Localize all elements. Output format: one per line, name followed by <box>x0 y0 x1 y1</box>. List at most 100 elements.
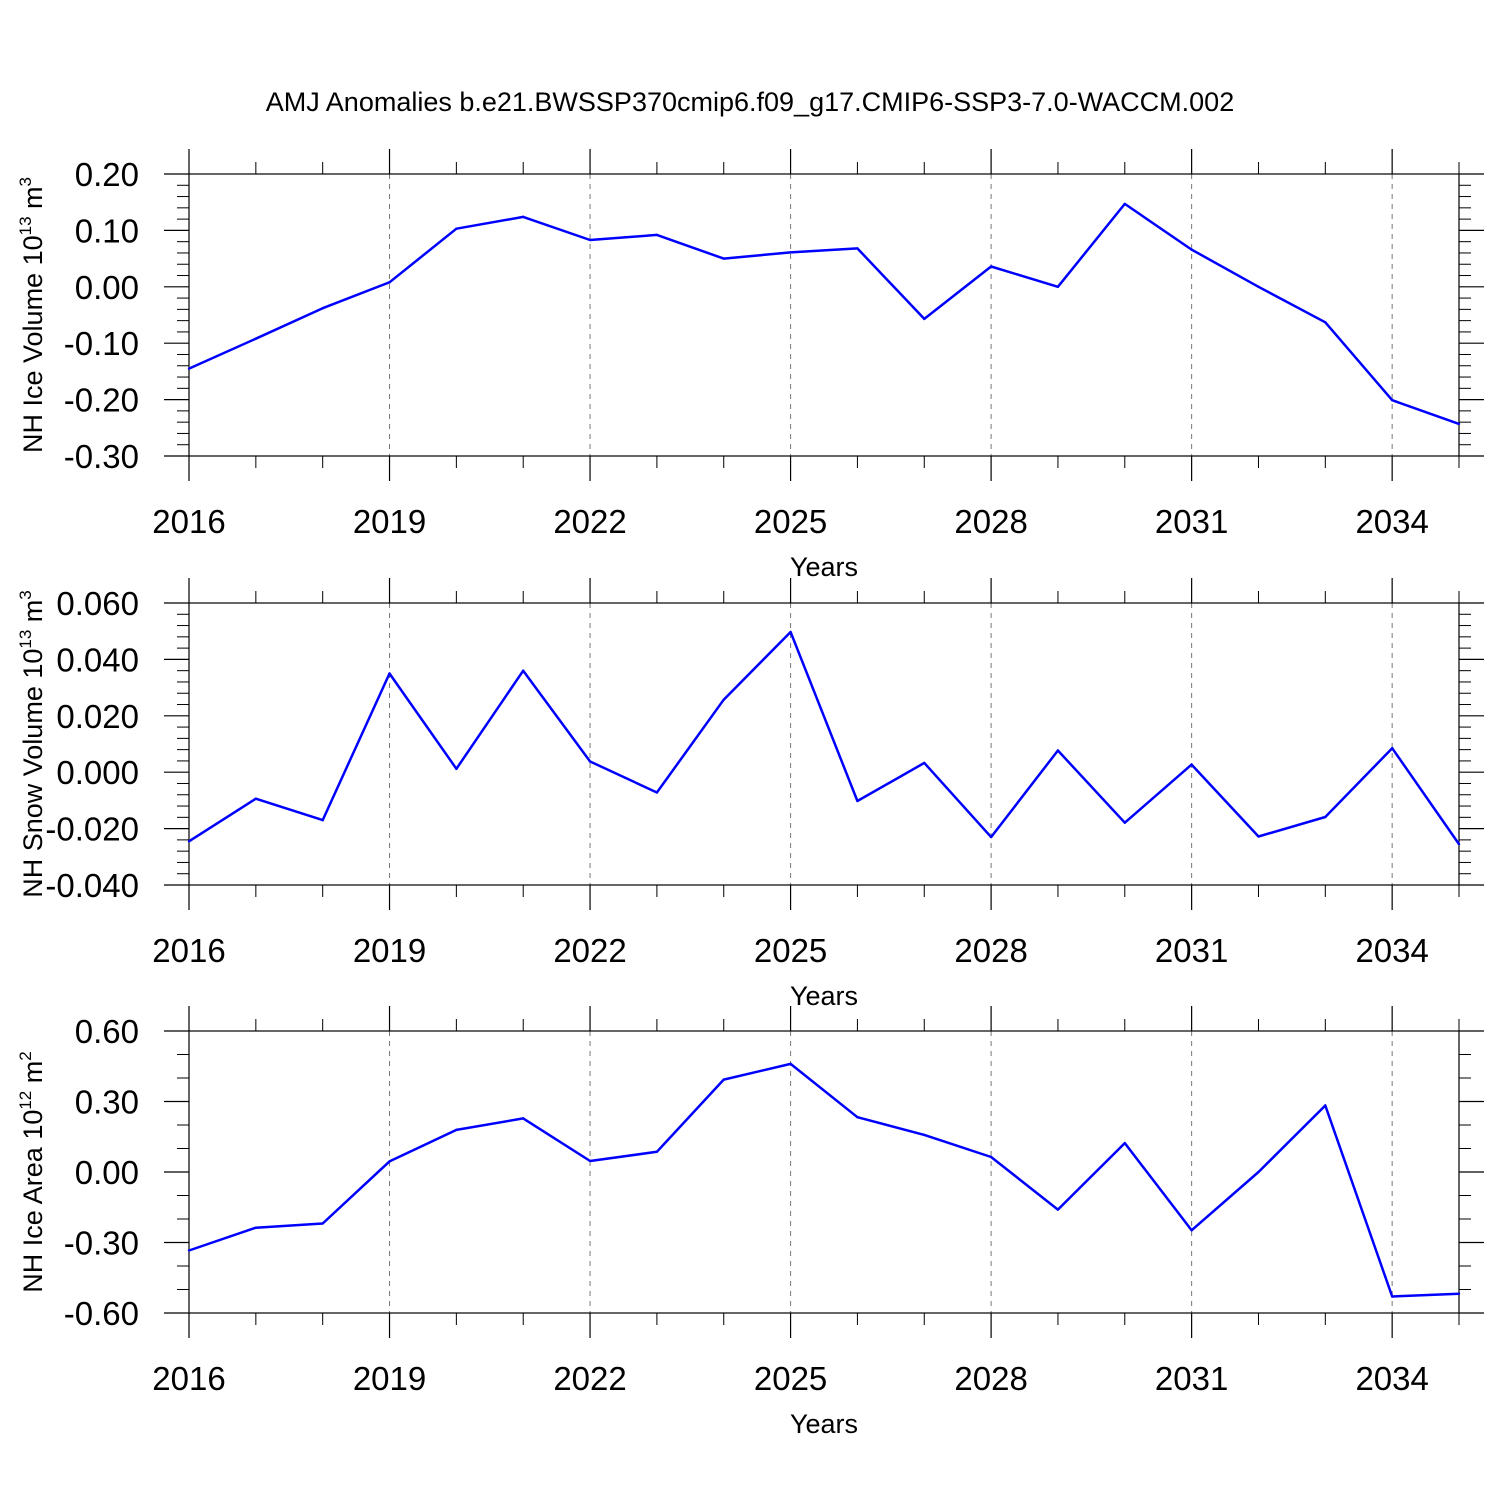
y-tick-label: -0.020 <box>45 811 139 848</box>
data-point <box>1056 749 1060 752</box>
series-line <box>188 202 1460 426</box>
y-axis-title-prefix: NH Ice Volume 10 <box>18 235 48 453</box>
x-tick-label: 2028 <box>954 1360 1027 1397</box>
x-tick-label: 2025 <box>754 503 827 540</box>
data-point <box>254 1226 258 1229</box>
y-tick-label: -0.040 <box>45 867 139 904</box>
y-axis-title: NH Ice Area 1012 m2 <box>16 1051 48 1292</box>
y-tick-label: -0.20 <box>64 382 139 419</box>
y-axis-title-unit-exponent: 2 <box>16 1051 35 1060</box>
y-axis-title-unit-exponent: 3 <box>16 177 35 186</box>
data-point <box>1123 202 1126 206</box>
data-point <box>923 317 926 321</box>
data-point <box>388 672 391 675</box>
y-tick-label: 0.060 <box>56 585 139 622</box>
data-point <box>1123 1141 1126 1145</box>
x-axis-title: Years <box>790 552 858 582</box>
x-tick-label: 2019 <box>353 1360 426 1397</box>
x-tick-label: 2031 <box>1155 1360 1228 1397</box>
data-point <box>388 281 391 284</box>
x-tick-label: 2028 <box>954 503 1027 540</box>
data-point <box>722 1078 725 1081</box>
data-point <box>789 1062 792 1066</box>
y-axis-title: NH Snow Volume 1013 m3 <box>16 590 48 898</box>
x-tick-label: 2025 <box>754 932 827 969</box>
panel-2: 2016 2019 2022 2025 2028 2031 2034 -0.040 -0.020… <box>16 578 1484 1011</box>
x-tick-label: 2016 <box>152 503 225 540</box>
data-point <box>1257 1170 1260 1174</box>
data-point <box>522 669 525 672</box>
y-axis-title-unit: m <box>18 600 48 630</box>
data-point <box>989 835 993 839</box>
data-point <box>722 698 725 701</box>
y-axis-title-exponent: 13 <box>16 216 35 235</box>
y-axis-title-unit-exponent: 3 <box>16 590 35 599</box>
y-tick-label: -0.60 <box>64 1295 139 1332</box>
data-point <box>789 251 792 254</box>
panels-group: 2016 2019 2022 2025 2028 2031 2034 -0.30 -0.20 -0… <box>16 149 1484 1439</box>
data-point <box>1390 398 1394 402</box>
x-tick-label: 2025 <box>754 1360 827 1397</box>
data-point <box>722 257 725 260</box>
series-line <box>188 1062 1460 1298</box>
panel-1: 2016 2019 2022 2025 2028 2031 2034 -0.30 -0.20 -0… <box>16 149 1484 582</box>
data-point <box>455 767 458 771</box>
x-tick-label: 2031 <box>1155 503 1228 540</box>
data-point <box>187 1249 191 1252</box>
x-tick-label: 2022 <box>553 1360 626 1397</box>
data-point <box>588 238 592 242</box>
y-axis-title-unit: m <box>18 1061 48 1091</box>
data-point <box>989 1155 993 1159</box>
data-point <box>1390 747 1394 750</box>
y-tick-label: -0.30 <box>64 438 139 475</box>
y-axis-title-prefix: NH Ice Area 10 <box>18 1110 48 1293</box>
data-point <box>254 797 258 800</box>
data-point <box>588 760 592 763</box>
data-point <box>655 233 659 237</box>
y-axis-title: NH Ice Volume 1013 m3 <box>16 177 48 453</box>
data-point <box>1390 1295 1394 1298</box>
data-point <box>321 1222 324 1225</box>
data-point <box>1457 422 1461 426</box>
data-point <box>522 1117 525 1120</box>
x-tick-label: 2019 <box>353 503 426 540</box>
data-point <box>923 761 926 765</box>
data-point <box>1457 842 1461 846</box>
y-tick-label: 0.20 <box>75 156 139 193</box>
data-point <box>1190 248 1193 251</box>
x-tick-label: 2019 <box>353 932 426 969</box>
data-point <box>588 1159 592 1163</box>
y-axis-title-exponent: 13 <box>16 630 35 649</box>
x-axis-title: Years <box>790 981 858 1011</box>
x-tick-label: 2022 <box>553 503 626 540</box>
panel-3: 2016 2019 2022 2025 2028 2031 2034 -0.60 -0.30 0.… <box>16 1006 1484 1439</box>
data-point <box>1257 285 1260 288</box>
x-tick-label: 2016 <box>152 932 225 969</box>
y-tick-label: 0.60 <box>75 1013 139 1050</box>
data-point <box>989 265 993 268</box>
data-point <box>856 247 859 250</box>
y-tick-label: 0.040 <box>56 641 139 678</box>
data-point <box>789 630 792 634</box>
data-point <box>388 1160 391 1163</box>
data-point <box>1324 1104 1327 1107</box>
x-tick-label: 2016 <box>152 1360 225 1397</box>
x-tick-label: 2031 <box>1155 932 1228 969</box>
data-point <box>254 337 258 340</box>
x-tick-label: 2028 <box>954 932 1027 969</box>
data-point <box>856 799 859 803</box>
plot-frame <box>188 602 1460 886</box>
y-tick-label: -0.30 <box>64 1225 139 1262</box>
data-point <box>522 215 525 219</box>
data-point <box>655 791 659 794</box>
y-axis-title-exponent: 12 <box>16 1091 35 1110</box>
y-tick-label: -0.10 <box>64 325 139 362</box>
data-point <box>1190 763 1193 766</box>
y-axis-title-unit: m <box>18 186 48 216</box>
data-point <box>187 840 191 843</box>
data-point <box>1123 821 1126 824</box>
data-point <box>455 227 458 230</box>
data-point <box>321 307 324 310</box>
figure-title: AMJ Anomalies b.e21.BWSSP370cmip6.f09_g1… <box>266 87 1234 117</box>
